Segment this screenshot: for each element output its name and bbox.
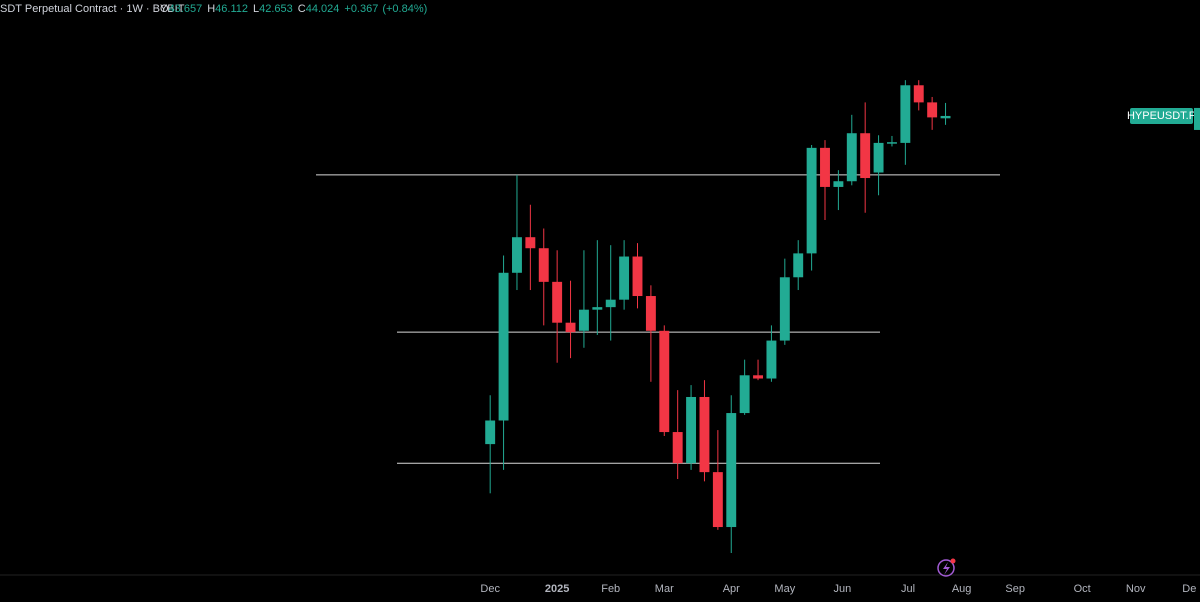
candle-body (846, 133, 857, 182)
x-tick-label: De (1182, 583, 1196, 595)
candle-body (512, 237, 522, 273)
x-tick-label: Dec (480, 583, 500, 595)
x-tick-label: 2025 (545, 583, 569, 595)
price-tag-bg (1130, 107, 1193, 124)
x-tick-label: May (774, 583, 795, 595)
ohlc-prefix: O (160, 3, 169, 15)
lightning-bolt (943, 562, 950, 575)
candle-body (887, 142, 897, 144)
candle-body (605, 299, 616, 308)
candle-body (552, 281, 563, 323)
candle-body (538, 248, 549, 282)
ohlc-value: 42.653 (259, 3, 293, 15)
ohlc-value: 43.657 (169, 3, 203, 15)
price-scale-marker (1194, 107, 1200, 130)
ohlc-prefix: C (298, 3, 306, 15)
candle-body (659, 330, 670, 433)
candle-body (820, 147, 830, 187)
x-tick-label: Feb (601, 583, 620, 595)
candle-body (712, 472, 723, 528)
change: +0.367 (344, 3, 378, 15)
x-tick-label: Jun (834, 583, 852, 595)
ohlc-value: 44.024 (306, 3, 340, 15)
candle-body (632, 256, 643, 297)
candle-body (592, 307, 603, 310)
candle-body (860, 133, 871, 179)
x-tick-label: Mar (655, 583, 674, 595)
x-tick-label: Oct (1074, 583, 1091, 595)
candle-body (873, 142, 884, 173)
candle-body (619, 256, 630, 300)
candle-body (913, 85, 924, 103)
lightning-icon[interactable] (937, 559, 955, 577)
candle-body (645, 296, 656, 331)
candle-body (565, 322, 576, 333)
ohlc-prefix: L (253, 3, 259, 15)
candle-body (525, 237, 536, 249)
candle-body (753, 375, 763, 379)
ohlc-value: 46.112 (215, 3, 248, 15)
candle-body (686, 396, 697, 464)
candle-body (940, 115, 951, 119)
notification-dot (950, 558, 956, 564)
candle-body (578, 309, 589, 331)
candle-body (739, 375, 750, 414)
candle-body (485, 420, 496, 445)
candle-body (498, 272, 509, 421)
candle-body (766, 340, 777, 379)
candle-body (779, 277, 790, 341)
x-tick-label: Nov (1126, 583, 1146, 595)
candle-body (672, 432, 683, 464)
ohlc-prefix: H (207, 3, 215, 15)
x-tick-label: Apr (723, 583, 740, 595)
price-tag: HYPEUSDT.P (1127, 110, 1196, 122)
symbol: SDT Perpetual Contract · 1W · BYBIT (0, 3, 185, 15)
candle-body (726, 413, 737, 528)
x-tick-label: Sep (1005, 583, 1025, 595)
candle-body (927, 102, 938, 118)
ohlc-header: O 43.657 H 46.112 L 42.653 C 44.024 +0.367 (+0.84… (160, 3, 427, 15)
candle-body (793, 253, 804, 278)
x-tick-label: Jul (901, 583, 915, 595)
candle-body (900, 85, 911, 143)
candle-body (806, 147, 817, 254)
x-tick-label: Aug (952, 583, 972, 595)
candle-body (833, 181, 844, 187)
change-percent: (+0.84%) (382, 3, 427, 15)
candle-body (699, 396, 710, 473)
